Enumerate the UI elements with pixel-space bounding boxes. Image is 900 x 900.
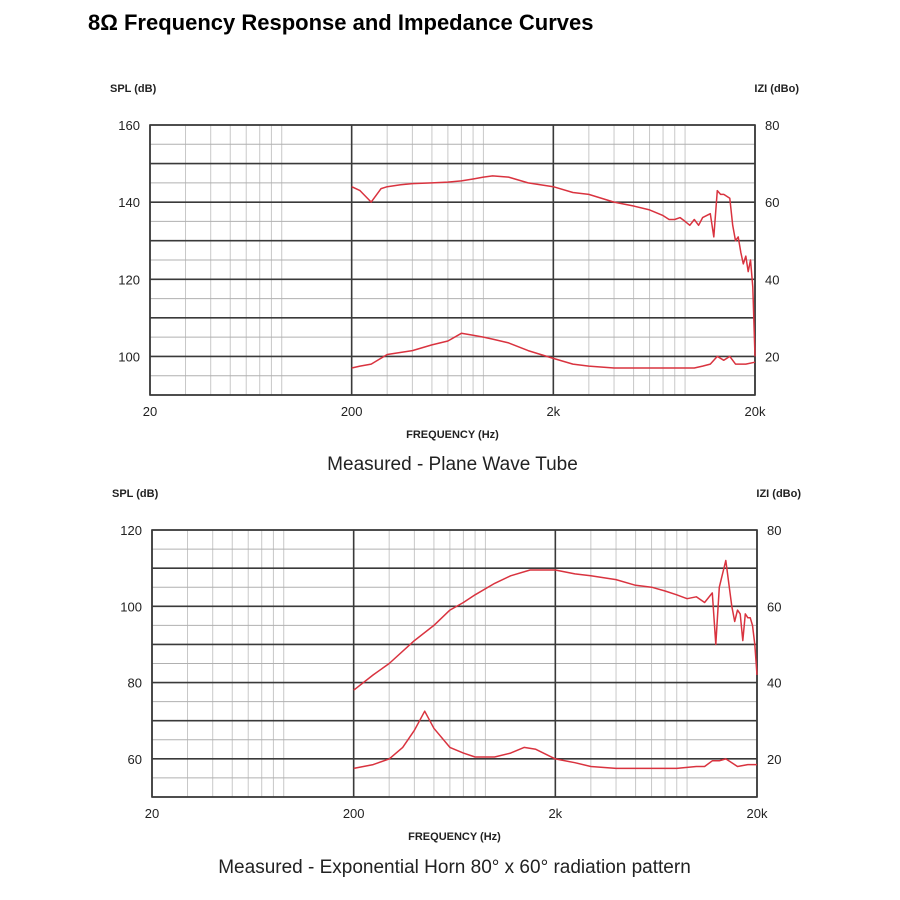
- y2-tick-label: 80: [765, 118, 779, 133]
- y-tick-label: 140: [118, 195, 140, 210]
- chart-1: SPL (dB) IZI (dBo) 100 120 140 160 20 40 60 80 20 2…: [110, 83, 799, 475]
- plot-frame: [149, 124, 756, 396]
- y-axis-label: SPL (dB): [112, 488, 159, 500]
- y-tick-label: 60: [128, 752, 142, 767]
- x-tick-label: 20: [143, 404, 157, 419]
- y2-tick-label: 60: [767, 599, 781, 614]
- x-axis-label: FREQUENCY (Hz): [408, 831, 501, 843]
- y2-axis-label: IZI (dBo): [754, 83, 799, 95]
- impedance-curve: [353, 710, 757, 770]
- chart-title: Measured - Plane Wave Tube: [327, 454, 578, 475]
- y2-tick-label: 20: [765, 349, 779, 364]
- spl-curve: [353, 559, 758, 691]
- x-tick-label: 20k: [747, 806, 768, 821]
- y-tick-label: 100: [118, 349, 140, 364]
- page-title: 8Ω Frequency Response and Impedance Curv…: [88, 10, 594, 35]
- x-tick-label: 2k: [548, 806, 562, 821]
- x-tick-label: 20: [145, 806, 159, 821]
- x-axis-label: FREQUENCY (Hz): [406, 429, 499, 441]
- x-tick-label: 200: [343, 806, 365, 821]
- y2-tick-label: 20: [767, 752, 781, 767]
- impedance-curve: [351, 332, 756, 369]
- chart-2: SPL (dB) IZI (dBo) 60 80 100 120 20 40 60 80 20 200…: [112, 488, 801, 878]
- y-axis-label: SPL (dB): [110, 83, 157, 95]
- y-tick-label: 120: [120, 523, 142, 538]
- y2-tick-label: 40: [765, 272, 779, 287]
- y2-axis-label: IZI (dBo): [756, 488, 801, 500]
- y-tick-label: 100: [120, 599, 142, 614]
- y2-tick-label: 80: [767, 523, 781, 538]
- spl-curve: [351, 175, 756, 357]
- chart-title: Measured - Exponential Horn 80° x 60° ra…: [218, 857, 691, 878]
- y-tick-label: 120: [118, 272, 140, 287]
- y2-tick-label: 40: [767, 676, 781, 691]
- y2-tick-label: 60: [765, 195, 779, 210]
- y-tick-label: 160: [118, 118, 140, 133]
- x-tick-label: 2k: [546, 404, 560, 419]
- plot-frame: [151, 529, 758, 798]
- y-tick-label: 80: [128, 676, 142, 691]
- x-tick-label: 200: [341, 404, 363, 419]
- x-tick-label: 20k: [745, 404, 766, 419]
